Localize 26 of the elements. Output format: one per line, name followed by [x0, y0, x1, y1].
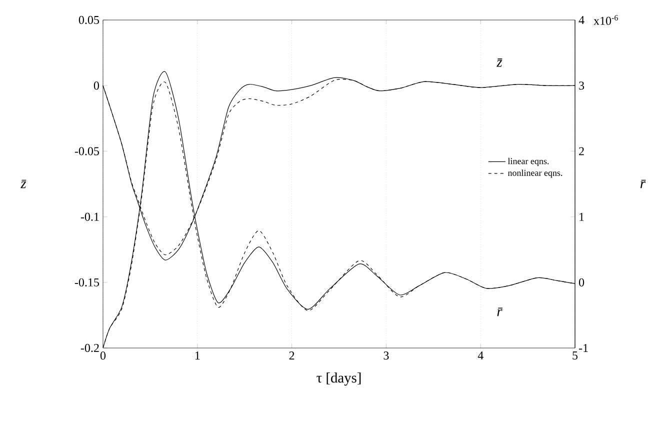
y2-tick-label: 2 — [579, 147, 584, 156]
annotation: z̄ — [496, 58, 502, 67]
x-tick-label: 1 — [195, 352, 200, 360]
y2-tick-label: 4 — [578, 16, 584, 24]
x-tick-label: 2 — [289, 352, 294, 360]
legend-label: linear eqns. — [508, 158, 549, 166]
y2-tick-label: 3 — [579, 82, 584, 90]
y-tick-label: 0.05 — [78, 16, 100, 24]
y-tick-label: -0.15 — [74, 278, 100, 286]
y-tick-label: -0.2 — [80, 344, 99, 352]
y2-tick-label: 1 — [580, 212, 584, 221]
x-tick-label: 3 — [384, 352, 389, 360]
legend-label: nonlinear eqns. — [508, 170, 562, 178]
x-tick-label: 0 — [100, 352, 106, 360]
y-tick-label: -0.1 — [80, 212, 99, 221]
x-tick-label: 4 — [478, 352, 484, 360]
annotation: r̄ — [497, 308, 503, 316]
x-tick-label: 5 — [572, 352, 578, 360]
y-tick-label: 0 — [94, 82, 100, 90]
y-tick-label: -0.05 — [74, 147, 100, 156]
y2-axis-title: r̄ — [640, 180, 646, 188]
y-axis-title: z̄ — [20, 180, 26, 188]
x-axis-title: τ [days] — [316, 372, 361, 386]
y2-tick-label: -1 — [578, 344, 588, 352]
text: x10$^{-6}$ — [594, 15, 618, 25]
y2-tick-label: 0 — [578, 278, 584, 286]
